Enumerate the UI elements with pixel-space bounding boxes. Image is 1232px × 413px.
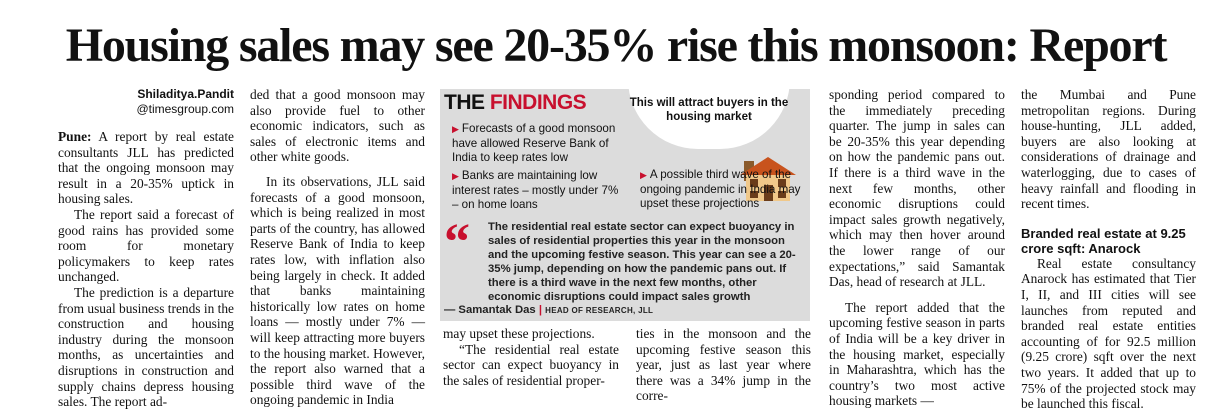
findings-box: THE FINDINGS This will attract buyers in… xyxy=(440,79,810,321)
column-5: sponding period compared to the immediat… xyxy=(829,87,1005,409)
byline-name: Shiladitya.Pandit xyxy=(137,87,234,101)
column-1: Shiladitya.Pandit @timesgroup.com Pune: … xyxy=(58,87,234,410)
article-paragraph: ties in the monsoon and the upcoming fes… xyxy=(636,326,811,404)
article-paragraph: Pune: A report by real estate consultant… xyxy=(58,129,234,207)
article-paragraph: The report said a forecast of good rains… xyxy=(58,206,234,285)
finding-bullet: ▶ Banks are maintaining low interest rate… xyxy=(452,169,619,211)
house-icon xyxy=(740,157,796,201)
article-paragraph: the Mumbai and Pune metropolitan regions… xyxy=(1021,87,1196,212)
article-paragraph: Real estate consultancy Anarock has esti… xyxy=(1021,255,1196,412)
arrow-icon: ▶ xyxy=(452,124,459,134)
findings-callout-circle: This will attract buyers in the housing … xyxy=(628,79,790,149)
quote-attribution: — Samantak Das | HEAD OF RESEARCH, JLL xyxy=(444,304,654,317)
article-paragraph: sponding period compared to the immediat… xyxy=(829,87,1005,290)
dateline: Pune: xyxy=(58,129,92,144)
finding-bullet: ▶ Forecasts of a good monsoon have allowe… xyxy=(452,122,616,164)
column-2: ded that a good monsoon may also provide… xyxy=(250,87,425,408)
byline: Shiladitya.Pandit @timesgroup.com xyxy=(58,87,234,117)
article-paragraph: In its observations, JLL said forecasts … xyxy=(250,173,425,408)
findings-title: THE FINDINGS xyxy=(444,91,587,114)
pull-quote: The residential real estate sector can e… xyxy=(444,221,806,318)
article-paragraph: ded that a good monsoon may also provide… xyxy=(250,87,425,165)
column-3: may upset these projections. “The reside… xyxy=(443,326,619,388)
article-paragraph: The prediction is a departure from usual… xyxy=(58,284,234,410)
article-paragraph: The report added that the upcoming festi… xyxy=(829,299,1005,409)
column-4: ties in the monsoon and the upcoming fes… xyxy=(636,326,811,404)
byline-email: @timesgroup.com xyxy=(136,102,234,116)
headline: Housing sales may see 20-35% rise this m… xyxy=(65,19,1168,72)
column-6: the Mumbai and Pune metropolitan regions… xyxy=(1021,87,1196,412)
arrow-icon: ▶ xyxy=(452,171,459,181)
article-paragraph: “The residential real estate sector can … xyxy=(443,341,619,388)
quote-icon: “ xyxy=(444,214,470,271)
finding-bullet: ▶ A possible third wave of the ongoing pa… xyxy=(640,168,801,210)
article-paragraph: may upset these projections. xyxy=(443,326,595,341)
arrow-icon: ▶ xyxy=(640,170,647,180)
subheading: Branded real estate at 9.25 crore sqft: … xyxy=(1021,225,1186,256)
